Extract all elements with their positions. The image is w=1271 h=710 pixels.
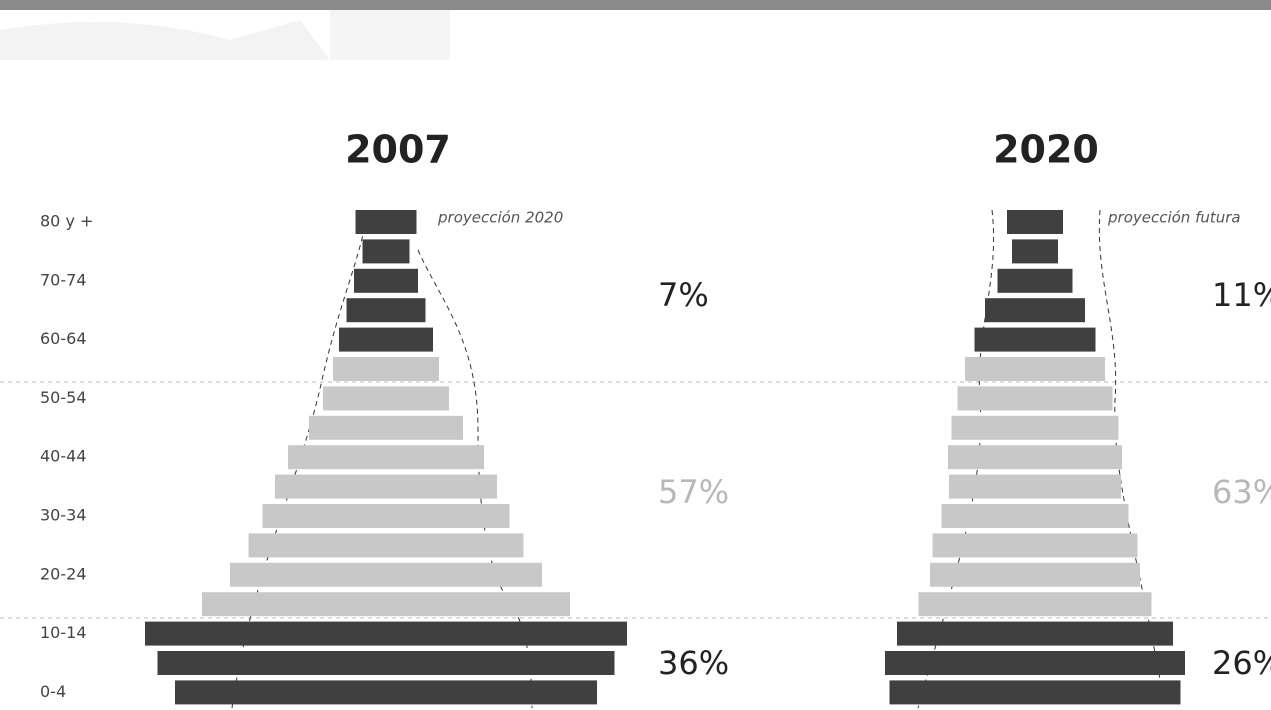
bar [957,386,1113,411]
bar [885,651,1185,675]
age-label: 10-14 [40,623,87,642]
bar [175,680,597,705]
bar [974,327,1096,352]
age-label: 70-74 [40,270,87,289]
share-label: 36% [658,644,729,682]
bar [339,327,433,352]
age-label: 30-34 [40,506,87,525]
share-label: 26% [1212,644,1271,682]
bar [889,680,1181,705]
bar [918,592,1152,617]
bar [897,621,1173,646]
age-label: 0-4 [40,682,66,701]
bar [288,445,484,470]
bar [1007,210,1063,234]
annotation: proyección 2020 [437,209,563,227]
background-shape [330,10,450,60]
photo-strip [0,0,1271,10]
share-label: 7% [658,276,709,314]
bar [248,533,524,558]
share-label: 63% [1212,473,1271,511]
bar [275,474,497,499]
bar [262,504,510,528]
bar [354,268,418,293]
bar [309,415,463,440]
background-shape [0,20,330,60]
age-label: 80 y + [40,212,93,231]
annotation: proyección futura [1107,209,1241,227]
bar [333,357,439,381]
bar [157,651,615,675]
age-label: 50-54 [40,388,87,407]
bar [949,474,1121,499]
chart-title: 2020 [993,128,1099,172]
bar [930,562,1140,587]
bar [932,533,1138,558]
bar [355,210,417,234]
share-label: 57% [658,473,729,511]
bar [145,621,627,646]
bar [941,504,1129,528]
age-label: 40-44 [40,447,87,466]
bar [362,239,410,264]
bar [951,415,1119,440]
age-label: 60-64 [40,329,87,348]
share-label: 11% [1212,276,1271,314]
bar [323,386,449,411]
chart-title: 2007 [345,128,451,172]
bar [985,298,1085,323]
bar [965,357,1105,381]
age-label: 20-24 [40,564,87,583]
bar [202,592,570,617]
projection-curve [417,249,533,709]
bar [948,445,1122,470]
bar [997,268,1073,293]
bar [1012,239,1058,264]
bar [346,298,426,323]
bar [230,562,542,587]
